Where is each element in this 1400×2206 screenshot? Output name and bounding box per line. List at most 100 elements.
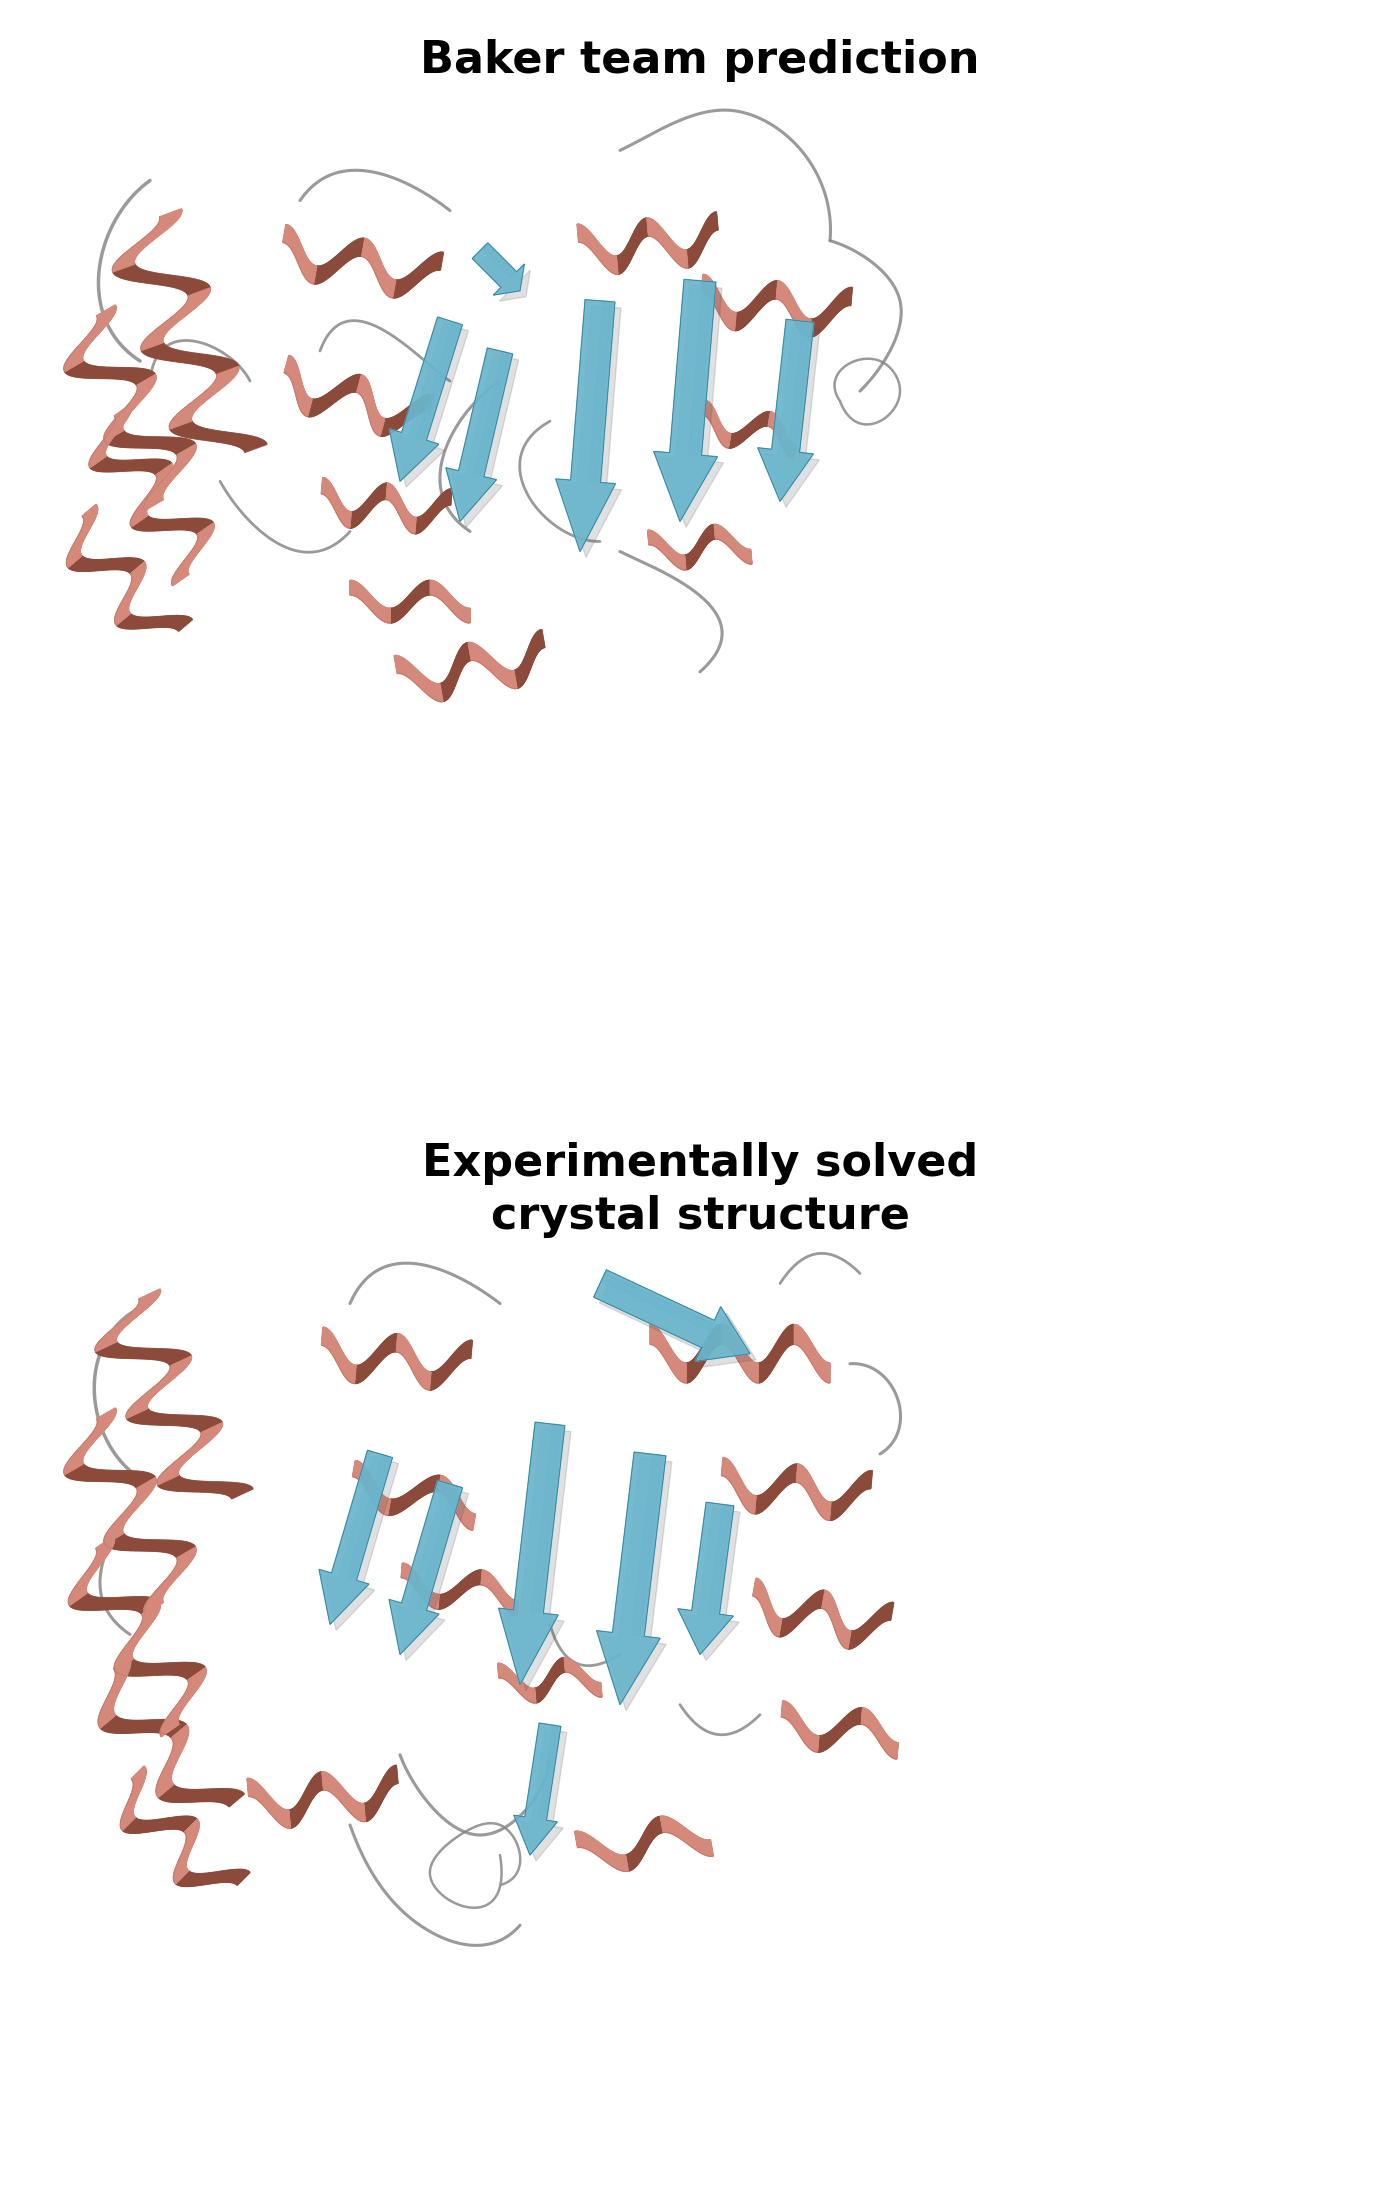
Polygon shape bbox=[410, 1568, 412, 1582]
Polygon shape bbox=[780, 1619, 783, 1637]
Polygon shape bbox=[267, 1793, 269, 1811]
Polygon shape bbox=[133, 1474, 153, 1485]
Polygon shape bbox=[162, 439, 182, 450]
Polygon shape bbox=[728, 309, 729, 326]
Polygon shape bbox=[736, 313, 738, 331]
Polygon shape bbox=[196, 1482, 220, 1491]
Polygon shape bbox=[746, 307, 748, 324]
Polygon shape bbox=[150, 521, 167, 532]
Polygon shape bbox=[428, 1591, 430, 1606]
Polygon shape bbox=[290, 360, 294, 377]
Polygon shape bbox=[360, 505, 363, 523]
Polygon shape bbox=[414, 1357, 417, 1374]
Polygon shape bbox=[526, 653, 529, 673]
Polygon shape bbox=[459, 1502, 462, 1520]
Polygon shape bbox=[767, 413, 770, 426]
Polygon shape bbox=[686, 556, 687, 569]
Polygon shape bbox=[137, 1390, 160, 1401]
Polygon shape bbox=[176, 1855, 189, 1868]
Polygon shape bbox=[384, 274, 386, 291]
Polygon shape bbox=[676, 1822, 679, 1838]
Polygon shape bbox=[505, 668, 510, 686]
Polygon shape bbox=[784, 1701, 785, 1718]
Polygon shape bbox=[865, 1710, 867, 1725]
Polygon shape bbox=[183, 298, 207, 307]
Polygon shape bbox=[151, 1586, 169, 1597]
Polygon shape bbox=[837, 1498, 840, 1518]
Polygon shape bbox=[284, 1809, 286, 1827]
Polygon shape bbox=[647, 1829, 650, 1844]
Polygon shape bbox=[81, 366, 101, 377]
Polygon shape bbox=[602, 1844, 605, 1862]
Polygon shape bbox=[731, 435, 734, 448]
Polygon shape bbox=[717, 421, 720, 437]
Polygon shape bbox=[456, 1496, 459, 1513]
Polygon shape bbox=[428, 1478, 431, 1493]
Polygon shape bbox=[396, 655, 399, 673]
Polygon shape bbox=[130, 371, 150, 382]
Polygon shape bbox=[363, 1361, 365, 1381]
Polygon shape bbox=[627, 245, 630, 263]
Polygon shape bbox=[736, 1474, 738, 1491]
Polygon shape bbox=[724, 1458, 725, 1476]
Polygon shape bbox=[216, 371, 238, 379]
Polygon shape bbox=[433, 1593, 434, 1608]
Polygon shape bbox=[330, 1335, 332, 1352]
Polygon shape bbox=[393, 490, 396, 505]
Polygon shape bbox=[890, 1741, 892, 1756]
Polygon shape bbox=[452, 1489, 455, 1507]
Polygon shape bbox=[104, 430, 123, 441]
Polygon shape bbox=[178, 1849, 190, 1862]
Polygon shape bbox=[176, 1663, 195, 1674]
Polygon shape bbox=[127, 395, 147, 406]
Polygon shape bbox=[99, 435, 116, 446]
Polygon shape bbox=[755, 417, 757, 432]
Polygon shape bbox=[459, 651, 462, 668]
Polygon shape bbox=[848, 1489, 850, 1507]
Polygon shape bbox=[706, 221, 707, 240]
Polygon shape bbox=[217, 435, 241, 441]
Polygon shape bbox=[160, 1765, 175, 1778]
Polygon shape bbox=[542, 629, 545, 646]
Polygon shape bbox=[490, 1575, 491, 1588]
Polygon shape bbox=[388, 1500, 392, 1516]
Polygon shape bbox=[795, 307, 798, 324]
Polygon shape bbox=[153, 1582, 172, 1595]
Polygon shape bbox=[344, 1789, 346, 1807]
Polygon shape bbox=[129, 576, 143, 587]
Polygon shape bbox=[371, 406, 375, 426]
Polygon shape bbox=[550, 1670, 552, 1685]
Polygon shape bbox=[514, 671, 517, 688]
Polygon shape bbox=[813, 1485, 815, 1502]
Polygon shape bbox=[766, 413, 769, 426]
Polygon shape bbox=[809, 1732, 811, 1749]
Polygon shape bbox=[735, 540, 736, 554]
Polygon shape bbox=[664, 232, 666, 249]
Polygon shape bbox=[183, 1818, 196, 1831]
Polygon shape bbox=[648, 1827, 651, 1842]
Polygon shape bbox=[132, 388, 151, 399]
Polygon shape bbox=[178, 518, 195, 529]
Polygon shape bbox=[708, 1840, 713, 1855]
Polygon shape bbox=[874, 1613, 878, 1630]
Polygon shape bbox=[280, 1807, 283, 1827]
Polygon shape bbox=[112, 1597, 132, 1610]
Polygon shape bbox=[174, 410, 196, 419]
Polygon shape bbox=[178, 1549, 196, 1560]
Polygon shape bbox=[298, 388, 304, 406]
Polygon shape bbox=[778, 1476, 781, 1493]
Polygon shape bbox=[708, 1840, 711, 1855]
Polygon shape bbox=[98, 1705, 113, 1718]
Polygon shape bbox=[414, 1487, 417, 1502]
Polygon shape bbox=[76, 529, 90, 540]
Polygon shape bbox=[165, 1789, 181, 1800]
Polygon shape bbox=[417, 671, 420, 688]
Polygon shape bbox=[195, 521, 211, 532]
Polygon shape bbox=[417, 397, 421, 415]
Polygon shape bbox=[626, 247, 627, 265]
Polygon shape bbox=[301, 251, 305, 271]
Polygon shape bbox=[227, 1793, 244, 1805]
Polygon shape bbox=[67, 547, 81, 560]
Polygon shape bbox=[620, 1855, 623, 1871]
Polygon shape bbox=[164, 1756, 179, 1769]
